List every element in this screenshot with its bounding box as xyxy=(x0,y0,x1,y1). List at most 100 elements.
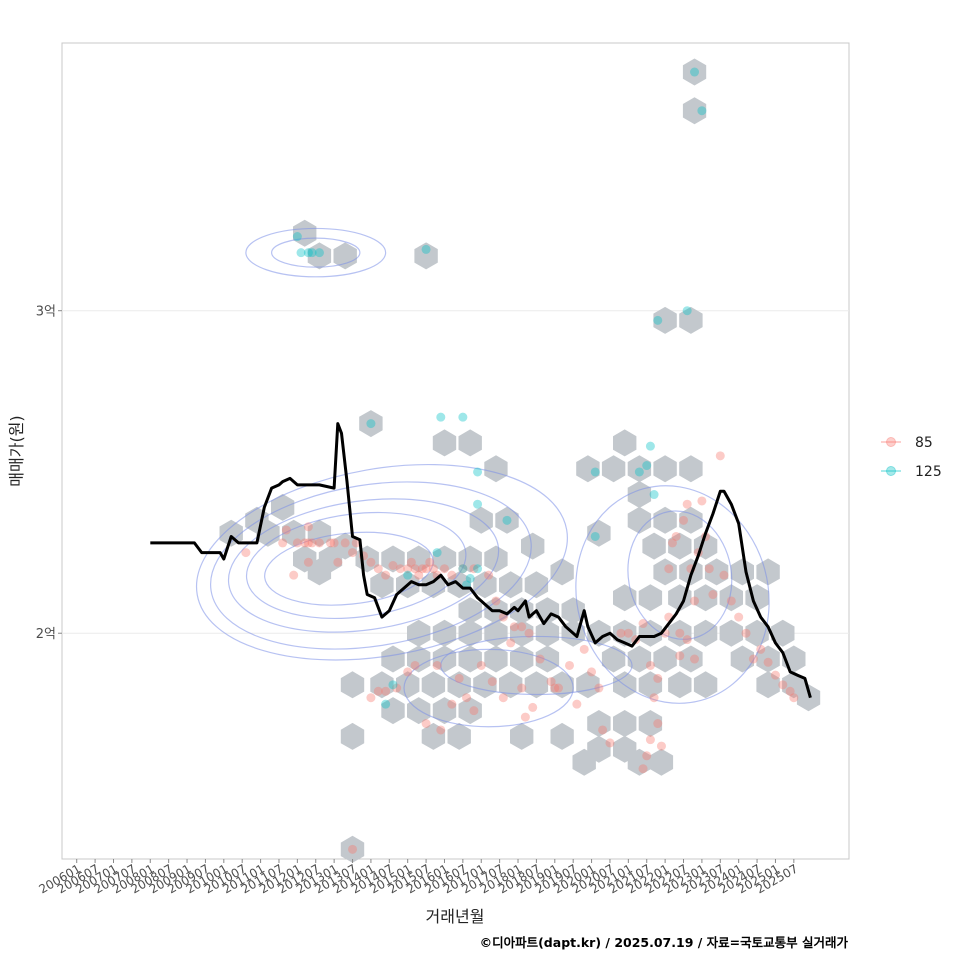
data-point-85 xyxy=(675,628,685,638)
data-point-85 xyxy=(697,496,707,506)
data-point-85 xyxy=(454,673,464,683)
data-point-85 xyxy=(469,564,479,574)
hex-bin xyxy=(642,532,666,560)
hex-bin xyxy=(458,597,482,625)
data-point-85 xyxy=(520,712,530,722)
data-point-85 xyxy=(373,686,383,696)
hex-bin xyxy=(484,645,508,673)
legend-key-85 xyxy=(886,437,896,447)
data-point-85 xyxy=(381,570,391,580)
data-point-125 xyxy=(502,515,512,525)
data-point-125 xyxy=(473,499,483,509)
y-tick-label: 3억 xyxy=(36,305,56,320)
data-point-85 xyxy=(300,538,310,548)
data-point-85 xyxy=(623,628,633,638)
y-tick-label: 2억 xyxy=(36,627,56,642)
data-point-85 xyxy=(708,590,718,600)
data-point-85 xyxy=(690,596,700,606)
hex-bin xyxy=(653,306,677,334)
data-point-85 xyxy=(498,693,508,703)
data-point-85 xyxy=(447,570,457,580)
data-point-125 xyxy=(465,573,475,583)
data-point-85 xyxy=(719,570,729,580)
data-point-85 xyxy=(469,706,479,716)
data-point-85 xyxy=(528,702,538,712)
legend-label-85: 85 xyxy=(915,435,933,451)
hex-bin xyxy=(458,429,482,457)
data-point-125 xyxy=(421,244,431,254)
hex-bin xyxy=(679,455,703,483)
hex-bin xyxy=(421,722,446,750)
data-point-85 xyxy=(734,612,744,622)
density-contour xyxy=(271,237,361,268)
hex-bin xyxy=(572,748,596,776)
hex-bin xyxy=(638,671,663,699)
data-point-85 xyxy=(388,560,398,570)
data-point-85 xyxy=(303,557,313,567)
hex-bin xyxy=(359,410,383,438)
hex-bin xyxy=(613,429,637,457)
data-point-85 xyxy=(645,660,655,670)
data-point-85 xyxy=(675,651,685,661)
hex-bin xyxy=(458,545,482,573)
data-point-125 xyxy=(473,564,483,574)
hex-bin xyxy=(458,619,482,647)
data-point-85 xyxy=(642,751,652,761)
density-contour xyxy=(627,510,733,640)
data-point-85 xyxy=(421,719,431,729)
data-point-85 xyxy=(462,693,472,703)
data-point-85 xyxy=(439,564,449,574)
legend-key-125 xyxy=(886,466,896,476)
data-point-85 xyxy=(517,622,527,632)
hex-bin xyxy=(510,619,534,647)
hex-bin xyxy=(576,455,600,483)
hex-bin xyxy=(473,571,497,599)
hex-bin xyxy=(307,242,332,270)
data-point-85 xyxy=(517,683,527,693)
plot-panel xyxy=(61,42,850,860)
data-point-85 xyxy=(546,677,556,687)
data-point-85 xyxy=(550,683,560,693)
data-point-85 xyxy=(348,548,358,558)
hex-bin xyxy=(510,722,534,750)
hex-bin xyxy=(693,671,718,699)
data-point-85 xyxy=(417,564,427,574)
data-point-85 xyxy=(726,596,736,606)
data-point-85 xyxy=(506,638,516,648)
hex-bin xyxy=(447,722,471,750)
data-point-125 xyxy=(649,490,659,500)
hex-bin xyxy=(407,545,431,573)
data-point-85 xyxy=(333,557,343,567)
data-point-85 xyxy=(428,564,438,574)
data-point-85 xyxy=(690,654,700,664)
data-point-85 xyxy=(436,725,446,735)
hex-bin xyxy=(381,645,405,673)
density-contour xyxy=(264,531,434,606)
data-point-85 xyxy=(366,557,376,567)
data-point-85 xyxy=(645,735,655,745)
data-point-85 xyxy=(403,564,413,574)
data-point-85 xyxy=(594,683,604,693)
hex-bin xyxy=(396,671,420,699)
legend: 85 125 xyxy=(881,435,942,480)
data-point-85 xyxy=(476,660,486,670)
legend-label-125: 125 xyxy=(915,464,942,480)
data-point-85 xyxy=(491,596,501,606)
data-point-85 xyxy=(447,699,457,709)
hex-bin xyxy=(638,619,663,647)
data-point-85 xyxy=(348,844,358,854)
data-point-85 xyxy=(748,654,758,664)
hex-bin xyxy=(682,58,707,86)
hex-bin xyxy=(796,684,821,712)
hex-bin xyxy=(535,645,560,673)
hex-bin xyxy=(381,545,405,573)
data-point-85 xyxy=(653,719,663,729)
data-point-85 xyxy=(281,525,291,535)
data-point-85 xyxy=(366,693,376,703)
data-point-85 xyxy=(524,628,534,638)
hex-bin xyxy=(756,671,780,699)
density-contour xyxy=(575,485,770,704)
hex-bin xyxy=(601,645,626,673)
data-point-85 xyxy=(340,538,350,548)
hex-bin xyxy=(601,455,626,483)
